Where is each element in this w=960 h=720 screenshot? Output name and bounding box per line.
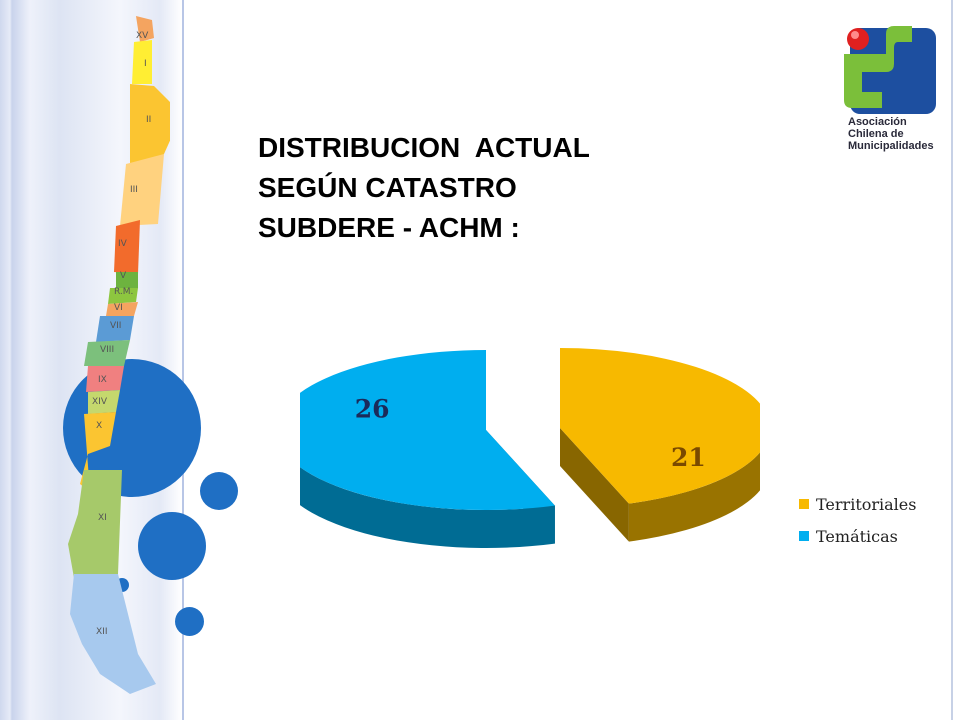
map-label-x: X — [96, 421, 102, 431]
legend-swatch-territoriales — [799, 499, 809, 509]
right-border-line — [951, 0, 953, 720]
logo-caption-line-2: Chilena de — [848, 128, 904, 140]
map-label-v: V — [120, 271, 127, 281]
logo-red-dot — [847, 28, 869, 50]
legend-item-territoriales: Territoriales — [799, 493, 916, 515]
chile-regions-map: XV I II III IV V R.M. VI VII VIII IX XIV… — [68, 16, 170, 694]
chart-legend: Territoriales Temáticas — [799, 493, 916, 557]
map-label-i: I — [144, 59, 147, 69]
decor-circle-medium — [138, 512, 206, 580]
pie-side-face-territoriales-1 — [560, 428, 629, 542]
slide-title-line-2: SEGÚN CATASTRO — [258, 172, 517, 203]
decor-circle-small — [200, 472, 238, 510]
pie-chart: 21 26 — [300, 348, 760, 549]
logo-caption-line-1: Asociación — [848, 116, 907, 128]
legend-label-tematicas: Temáticas — [816, 526, 898, 546]
map-label-vi: VI — [114, 303, 123, 313]
logo-caption-line-3: Municipalidades — [848, 140, 934, 152]
pie-slice-territoriales — [560, 348, 760, 542]
map-label-vii: VII — [110, 321, 121, 331]
legend-label-territoriales: Territoriales — [816, 494, 917, 514]
map-label-viii: VIII — [100, 345, 114, 355]
map-label-iii: III — [130, 185, 138, 195]
slide-title-line-3: SUBDERE - ACHM : — [258, 212, 520, 243]
legend-item-tematicas: Temáticas — [799, 525, 916, 547]
map-label-iv: IV — [118, 239, 128, 249]
achm-logo — [844, 26, 936, 114]
map-label-ii: II — [146, 115, 151, 125]
pie-top-face-tematicas — [300, 350, 555, 510]
pie-outer-wall-tematicas-0 — [300, 467, 555, 549]
pie-data-label-territoriales: 21 — [671, 443, 706, 472]
map-label-xii: XII — [96, 627, 107, 637]
slide-title-line-1: DISTRIBUCION ACTUAL — [258, 132, 590, 163]
legend-swatch-tematicas — [799, 531, 809, 541]
map-label-xv: XV — [136, 31, 149, 41]
map-label-ix: IX — [98, 375, 107, 385]
band-divider-line — [182, 0, 184, 720]
decor-circle-small-2 — [175, 607, 204, 636]
logo-green-shape — [844, 26, 912, 108]
pie-top-face-territoriales — [560, 348, 760, 504]
map-label-rm: R.M. — [114, 287, 133, 297]
pie-slice-tematicas — [300, 350, 555, 549]
slide-title: DISTRIBUCION ACTUAL SEGÚN CATASTRO SUBDE… — [258, 128, 678, 248]
logo-caption: Asociación Chilena de Municipalidades — [848, 116, 958, 152]
pie-data-label-tematicas: 26 — [355, 394, 390, 423]
map-label-xi: XI — [98, 513, 107, 523]
pie-outer-wall-territoriales-0 — [628, 452, 760, 542]
map-label-xiv: XIV — [92, 397, 108, 407]
